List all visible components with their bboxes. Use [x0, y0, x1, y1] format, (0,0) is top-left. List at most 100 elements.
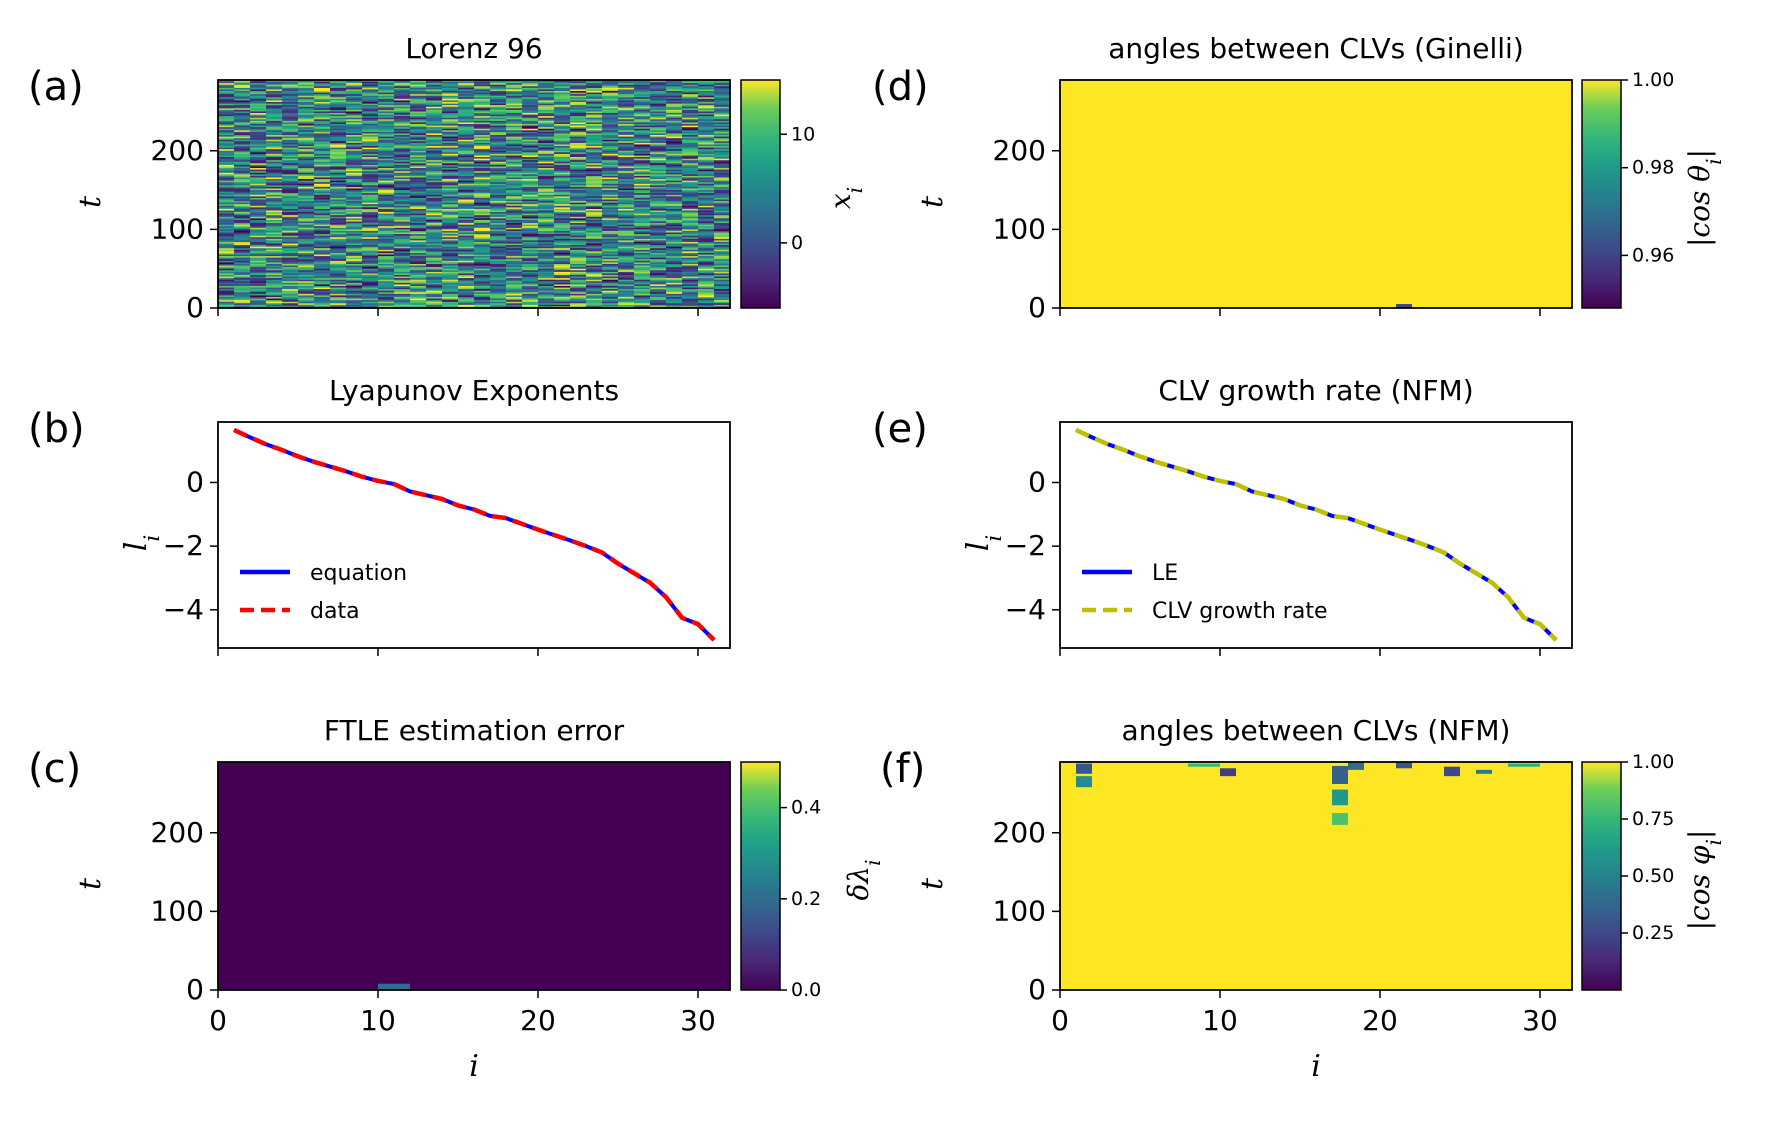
heatmap-cell [506, 263, 523, 267]
heatmap-cell [570, 102, 587, 105]
heatmap-cell [538, 155, 555, 158]
heatmap-cell [234, 240, 251, 243]
heatmap-cell [634, 180, 651, 183]
colorbar-tick-label: 0.50 [1632, 865, 1674, 887]
heatmap-cell [314, 232, 331, 235]
heatmap-cell [330, 109, 347, 113]
heatmap-cell [378, 251, 395, 254]
heatmap-cell [634, 241, 651, 245]
heatmap-cell [218, 164, 235, 168]
heatmap-cell [218, 138, 235, 141]
heatmap-cell [442, 279, 459, 282]
y-tick-label: 0 [1028, 973, 1046, 1006]
heatmap-cell [410, 249, 427, 252]
heatmap-cell [218, 147, 235, 150]
heatmap-cell [234, 191, 251, 194]
heatmap-cell [394, 163, 411, 166]
heatmap-cell [442, 135, 459, 138]
heatmap-cell [378, 194, 395, 197]
heatmap-cell [698, 163, 715, 166]
heatmap-cell [298, 265, 315, 268]
heatmap-cell [586, 274, 603, 278]
heatmap-cell [458, 289, 475, 292]
heatmap-cell [266, 251, 283, 254]
heatmap-cell [378, 157, 395, 160]
heatmap-cell [698, 98, 715, 102]
heatmap-cell [330, 238, 347, 241]
heatmap-cell [234, 190, 251, 193]
heatmap-cell [522, 207, 539, 210]
heatmap-cell [394, 166, 411, 169]
heatmap-cell [314, 292, 331, 295]
heatmap-cell [554, 98, 571, 102]
heatmap-cell [506, 296, 523, 300]
heatmap-cell [554, 221, 571, 224]
heatmap-cell [378, 186, 395, 190]
heatmap-cell [362, 100, 379, 103]
heatmap-cell [666, 204, 683, 207]
heatmap-cell [666, 186, 683, 190]
heatmap-cell [602, 267, 619, 270]
heatmap-cell [330, 177, 347, 180]
heatmap-cell [666, 202, 683, 205]
heatmap-cell [490, 98, 507, 102]
heatmap-cell [586, 155, 603, 158]
heatmap-cell [458, 254, 475, 257]
heatmap-cell [618, 120, 635, 124]
heatmap-cell [282, 257, 299, 260]
heatmap-cell [234, 218, 251, 221]
heatmap-cell [266, 175, 283, 179]
axes-frame [217, 421, 731, 649]
heatmap-cell [250, 86, 267, 89]
svg-text:li: li [961, 535, 1007, 552]
heatmap-cell [218, 270, 235, 273]
heatmap-cell [538, 109, 555, 113]
heatmap-cell [410, 186, 427, 190]
heatmap-cell [234, 111, 251, 114]
heatmap-cell [266, 245, 283, 248]
heatmap-cell [650, 260, 667, 263]
heatmap-cell [426, 252, 443, 256]
heatmap-cell [618, 166, 635, 169]
heatmap-cell [570, 273, 587, 276]
heatmap-cell [698, 267, 715, 270]
heatmap-cell [570, 113, 587, 116]
heatmap-cell [538, 102, 555, 105]
heatmap-cell [314, 293, 331, 297]
heatmap-cell [570, 155, 587, 158]
heatmap-cell [602, 147, 619, 150]
heatmap-cell [666, 103, 683, 106]
heatmap-cell [714, 191, 731, 194]
heatmap-cell [298, 273, 315, 276]
heatmap-cell [490, 172, 507, 175]
heatmap-cell [602, 230, 619, 234]
heatmap-cell [218, 136, 235, 139]
heatmap-cell [394, 92, 411, 95]
heatmap-cell [458, 91, 475, 94]
heatmap-cell [666, 97, 683, 100]
heatmap-cell [506, 265, 523, 268]
heatmap-cell [634, 267, 651, 270]
heatmap-cell [426, 152, 443, 155]
heatmap-cell [346, 303, 363, 306]
heatmap-cell [506, 248, 523, 251]
heatmap-cell [378, 292, 395, 295]
heatmap-cell [506, 287, 523, 290]
heatmap-cell [394, 108, 411, 111]
heatmap-cell [250, 248, 267, 251]
heatmap-cell [602, 124, 619, 127]
y-axis-label: li [119, 535, 165, 552]
heatmap-cell [458, 105, 475, 108]
heatmap-cell [458, 113, 475, 116]
heatmap-cell [634, 164, 651, 168]
heatmap-cell [666, 295, 683, 298]
heatmap-cell [522, 179, 539, 182]
heatmap-cell [218, 287, 235, 290]
heatmap-cell [522, 208, 539, 212]
heatmap-cell [714, 166, 731, 169]
heatmap-cell [682, 295, 699, 298]
heatmap-cell [602, 94, 619, 97]
heatmap-cell [314, 205, 331, 208]
heatmap-cell [426, 80, 443, 83]
heatmap-cell [298, 193, 315, 196]
